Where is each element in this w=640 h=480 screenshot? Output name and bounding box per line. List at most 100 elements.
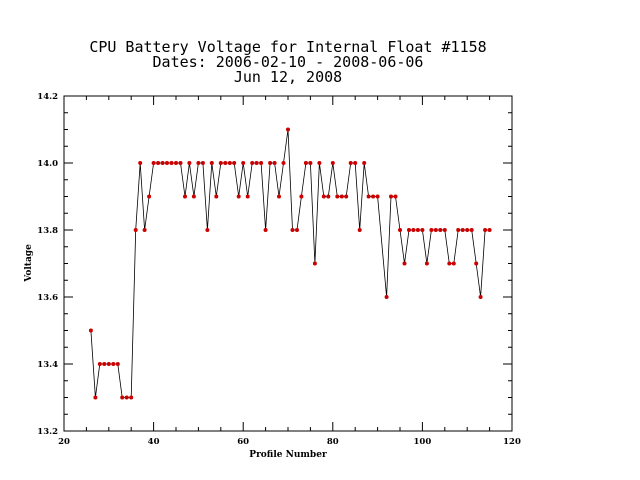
- voltage-point: [254, 161, 259, 165]
- voltage-point: [353, 161, 358, 165]
- x-tick-label: 20: [58, 437, 70, 447]
- voltage-point: [366, 194, 371, 199]
- voltage-point: [474, 261, 479, 266]
- y-axis-label: Voltage: [24, 244, 34, 283]
- x-tick-label: 120: [503, 437, 521, 447]
- voltage-point: [120, 395, 125, 400]
- voltage-point: [303, 161, 308, 165]
- voltage-point: [344, 194, 349, 199]
- voltage-point: [236, 194, 241, 199]
- voltage-point: [375, 194, 380, 199]
- y-tick-label: 13.8: [37, 226, 58, 236]
- voltage-point: [214, 194, 219, 199]
- voltage-point: [398, 228, 402, 232]
- voltage-point: [357, 228, 362, 232]
- voltage-point: [326, 194, 331, 199]
- voltage-point: [250, 161, 255, 165]
- voltage-point: [411, 228, 416, 232]
- voltage-point: [447, 261, 452, 266]
- voltage-point: [88, 328, 93, 333]
- voltage-point: [142, 228, 147, 232]
- chart-title-line-2: Dates: 2006-02-10 - 2008-06-06: [153, 53, 424, 71]
- voltage-point: [124, 395, 129, 400]
- voltage-point: [308, 161, 313, 165]
- voltage-point: [165, 161, 169, 165]
- voltage-point: [178, 161, 183, 165]
- voltage-point: [241, 161, 246, 165]
- x-tick-label: 80: [327, 437, 339, 447]
- voltage-point: [451, 261, 456, 266]
- voltage-line: [90, 129, 490, 398]
- voltage-point: [389, 194, 393, 199]
- plot-frame: [63, 95, 513, 432]
- voltage-point: [465, 228, 470, 232]
- chart-title-line-3: Jun 12, 2008: [234, 68, 342, 86]
- voltage-point: [312, 261, 317, 266]
- voltage-point: [147, 194, 152, 199]
- voltage-point: [232, 161, 237, 165]
- voltage-series: [88, 127, 492, 400]
- voltage-point: [169, 161, 174, 165]
- voltage-point: [106, 362, 111, 366]
- voltage-point: [393, 194, 398, 199]
- voltage-point: [115, 362, 120, 366]
- chart-title: CPU Battery Voltage for Internal Float #…: [89, 38, 486, 86]
- voltage-point: [348, 161, 353, 165]
- x-tick-label: 100: [414, 437, 432, 447]
- y-tick-label: 13.6: [37, 293, 58, 303]
- y-tick-label: 13.2: [37, 427, 58, 437]
- voltage-point: [259, 161, 264, 165]
- voltage-point: [384, 295, 389, 299]
- voltage-point: [281, 161, 286, 165]
- voltage-point: [420, 228, 425, 232]
- x-tick-label: 40: [148, 437, 160, 447]
- y-tick-label: 13.4: [37, 360, 58, 370]
- x-tick-labels: 20 40 60 80 100 120: [58, 437, 521, 447]
- voltage-point: [402, 261, 407, 266]
- voltage-point: [460, 228, 465, 232]
- voltage-point: [339, 194, 344, 199]
- voltage-point: [102, 362, 107, 366]
- voltage-point: [277, 194, 281, 199]
- voltage-point: [97, 362, 102, 366]
- voltage-point: [245, 194, 250, 199]
- voltage-point: [407, 228, 411, 232]
- voltage-point: [478, 295, 483, 299]
- voltage-point: [263, 228, 268, 232]
- voltage-point: [371, 194, 376, 199]
- voltage-point: [290, 228, 295, 232]
- voltage-point: [183, 194, 187, 199]
- voltage-point: [415, 228, 420, 232]
- voltage-point: [160, 161, 165, 165]
- voltage-point: [111, 362, 116, 366]
- voltage-point: [299, 194, 304, 199]
- voltage-point: [321, 194, 326, 199]
- x-axis-label: Profile Number: [249, 450, 327, 460]
- voltage-point: [218, 161, 223, 165]
- voltage-point: [223, 161, 228, 165]
- voltage-point: [200, 161, 205, 165]
- x-tick-label: 60: [237, 437, 249, 447]
- voltage-point: [227, 161, 232, 165]
- voltage-point: [469, 228, 474, 232]
- voltage-point: [335, 194, 340, 199]
- y-tick-label: 14.2: [37, 92, 58, 102]
- voltage-point: [174, 161, 178, 165]
- axis-ticks: [63, 95, 513, 432]
- voltage-point: [295, 228, 299, 232]
- chart-title-line-1: CPU Battery Voltage for Internal Float #…: [89, 38, 486, 56]
- voltage-point: [196, 161, 201, 165]
- voltage-point: [330, 161, 335, 165]
- voltage-point: [268, 161, 273, 165]
- voltage-point: [317, 161, 322, 165]
- voltage-point: [433, 228, 438, 232]
- voltage-point: [156, 161, 161, 165]
- voltage-point: [487, 228, 492, 232]
- voltage-point: [151, 161, 156, 165]
- voltage-point: [429, 228, 434, 232]
- voltage-point: [138, 161, 143, 165]
- y-tick-labels: 13.2 13.4 13.6 13.8 14.0 14.2: [37, 92, 58, 437]
- voltage-point: [209, 161, 214, 165]
- voltage-point: [424, 261, 429, 266]
